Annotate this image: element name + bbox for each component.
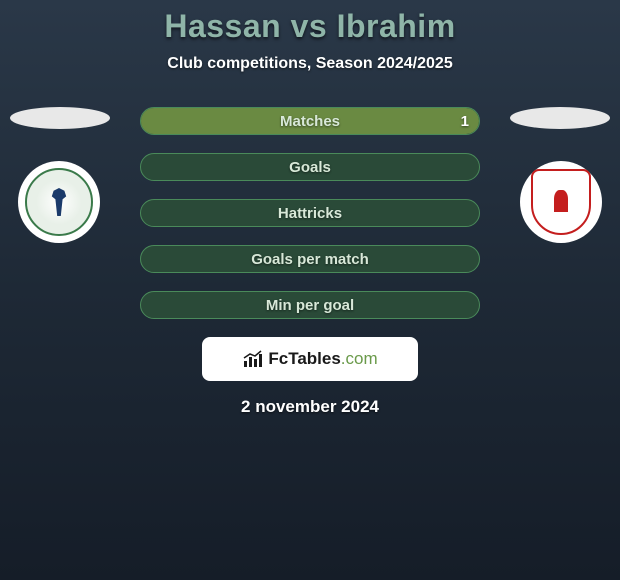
stat-label: Matches — [280, 113, 340, 130]
chart-icon — [242, 350, 264, 368]
stat-row: Min per goal — [140, 291, 480, 319]
stats-bars: Matches 1 Goals Hattricks Goals per match Min… — [140, 107, 480, 319]
team-badge-right — [520, 161, 602, 243]
team-crest-left — [25, 168, 93, 236]
site-logo: FcTables.com — [202, 337, 418, 381]
stat-row: Matches 1 — [140, 107, 480, 135]
comparison-card: Hassan vs Ibrahim Club competitions, Sea… — [0, 0, 620, 417]
stat-label: Goals per match — [251, 251, 369, 268]
date-text: 2 november 2024 — [0, 397, 620, 417]
archer-icon — [548, 186, 574, 218]
stats-area: Matches 1 Goals Hattricks Goals per match Min… — [0, 107, 620, 319]
stat-label: Goals — [289, 159, 331, 176]
stat-label: Min per goal — [266, 297, 354, 314]
page-title: Hassan vs Ibrahim — [0, 8, 620, 45]
stat-row: Goals per match — [140, 245, 480, 273]
subtitle: Club competitions, Season 2024/2025 — [0, 55, 620, 73]
torch-icon — [50, 188, 68, 216]
player-left-avatar-placeholder — [10, 107, 110, 129]
stat-row: Hattricks — [140, 199, 480, 227]
team-crest-right — [531, 169, 591, 235]
stat-label: Hattricks — [278, 205, 342, 222]
stat-row: Goals — [140, 153, 480, 181]
stat-value-right: 1 — [461, 113, 469, 130]
logo-text: FcTables.com — [268, 349, 377, 369]
player-right-avatar-placeholder — [510, 107, 610, 129]
team-badge-left — [18, 161, 100, 243]
